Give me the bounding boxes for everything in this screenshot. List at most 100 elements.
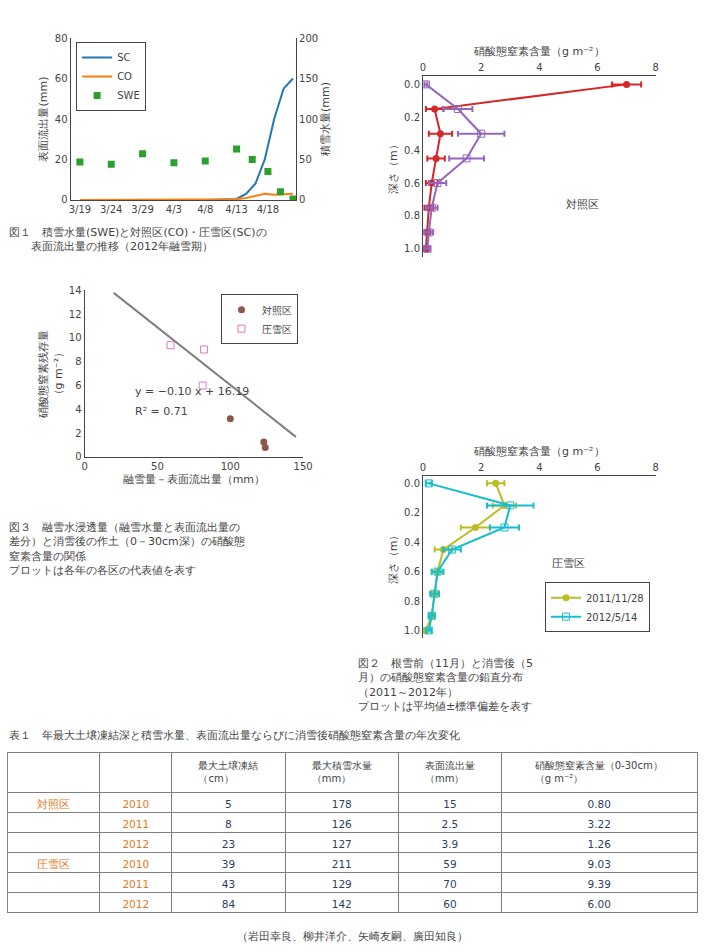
svg-text:最大土壌凍結（cm）: 最大土壌凍結（cm） xyxy=(198,760,258,784)
svg-text:0.2: 0.2 xyxy=(404,507,420,518)
svg-text:2010: 2010 xyxy=(122,798,149,810)
svg-text:0: 0 xyxy=(420,462,426,473)
svg-text:23: 23 xyxy=(222,838,235,850)
svg-text:20: 20 xyxy=(55,154,68,165)
svg-text:8: 8 xyxy=(652,462,658,473)
svg-text:2011: 2011 xyxy=(122,878,149,890)
svg-text:9.03: 9.03 xyxy=(588,858,611,870)
svg-text:0: 0 xyxy=(420,62,426,73)
svg-text:50: 50 xyxy=(151,461,164,472)
svg-text:図１ 積雪水量(SWE)と対照区(CO)・圧雪区(SC)の: 図１ 積雪水量(SWE)と対照区(CO)・圧雪区(SC)の 表面流出量の推移（2… xyxy=(9,226,267,253)
svg-text:150: 150 xyxy=(294,461,313,472)
svg-text:59: 59 xyxy=(443,858,456,870)
svg-text:129: 129 xyxy=(332,878,352,890)
svg-text:0.0: 0.0 xyxy=(404,478,420,489)
svg-text:3/19: 3/19 xyxy=(69,204,91,215)
svg-text:融雪量－表面流出量（mm）: 融雪量－表面流出量（mm） xyxy=(123,473,265,486)
svg-text:8: 8 xyxy=(225,818,232,830)
svg-text:図３ 融雪水浸透量（融雪水量と表面流出量の差分）と消雪後の作: 図３ 融雪水浸透量（融雪水量と表面流出量の差分）と消雪後の作土（0－30cm深）… xyxy=(9,521,245,577)
svg-text:2012/5/14: 2012/5/14 xyxy=(586,612,637,623)
svg-text:SC: SC xyxy=(117,52,130,63)
svg-text:3.22: 3.22 xyxy=(588,818,611,830)
svg-text:2010: 2010 xyxy=(122,858,149,870)
svg-text:3/29: 3/29 xyxy=(131,204,153,215)
svg-text:対照区: 対照区 xyxy=(37,798,70,810)
svg-text:4: 4 xyxy=(536,62,542,73)
svg-text:15: 15 xyxy=(443,798,456,810)
svg-text:4/3: 4/3 xyxy=(166,204,182,215)
svg-text:1.26: 1.26 xyxy=(588,838,612,850)
svg-text:3.9: 3.9 xyxy=(442,838,459,850)
svg-text:硝酸態窒素含量（g m⁻²）: 硝酸態窒素含量（g m⁻²） xyxy=(473,45,604,58)
svg-text:0.0: 0.0 xyxy=(404,79,420,90)
svg-text:2: 2 xyxy=(75,428,81,439)
svg-text:表１ 年最大土壌凍結深と積雪水量、表面流出量ならびに消雪後硝: 表１ 年最大土壌凍結深と積雪水量、表面流出量ならびに消雪後硝酸態窒素含量の年次変… xyxy=(9,729,460,742)
svg-text:0.6: 0.6 xyxy=(404,566,420,577)
svg-text:0.8: 0.8 xyxy=(404,596,420,607)
svg-text:43: 43 xyxy=(222,878,235,890)
svg-text:100: 100 xyxy=(221,461,240,472)
svg-text:126: 126 xyxy=(332,818,352,830)
svg-text:6: 6 xyxy=(75,380,81,391)
svg-text:14: 14 xyxy=(69,285,82,296)
svg-text:6: 6 xyxy=(594,62,600,73)
svg-text:最大積雪水量（mm）: 最大積雪水量（mm） xyxy=(312,760,372,784)
svg-text:R² = 0.71: R² = 0.71 xyxy=(135,405,188,418)
svg-text:9.39: 9.39 xyxy=(588,878,611,890)
svg-text:150: 150 xyxy=(299,73,318,84)
svg-text:圧雪区: 圧雪区 xyxy=(262,324,292,335)
svg-text:2: 2 xyxy=(478,462,484,473)
svg-text:0: 0 xyxy=(81,461,87,472)
svg-text:100: 100 xyxy=(299,114,318,125)
svg-text:10: 10 xyxy=(69,332,82,343)
svg-text:積雪水量(mm): 積雪水量(mm) xyxy=(319,82,332,156)
svg-text:4/18: 4/18 xyxy=(257,204,279,215)
svg-text:40: 40 xyxy=(55,114,68,125)
svg-text:39: 39 xyxy=(222,858,235,870)
svg-text:図２ 根雪前（11月）と消雪後（5月）の硝酸態窒素含量の鉛直: 図２ 根雪前（11月）と消雪後（5月）の硝酸態窒素含量の鉛直分布（2011～20… xyxy=(358,657,533,713)
svg-text:6: 6 xyxy=(594,462,600,473)
svg-text:80: 80 xyxy=(55,33,68,44)
svg-text:84: 84 xyxy=(222,898,236,910)
svg-text:2012: 2012 xyxy=(122,898,149,910)
svg-text:硝酸態窒素含量（0-30cm）（g m⁻²）: 硝酸態窒素含量（0-30cm）（g m⁻²） xyxy=(534,760,663,784)
svg-text:200: 200 xyxy=(299,33,318,44)
svg-text:深さ（m）: 深さ（m） xyxy=(387,139,400,194)
svg-text:1.0: 1.0 xyxy=(404,625,420,636)
svg-text:表面流出量(mm): 表面流出量(mm) xyxy=(37,76,50,161)
svg-text:6.00: 6.00 xyxy=(588,898,611,910)
svg-text:0: 0 xyxy=(75,451,81,462)
svg-text:178: 178 xyxy=(332,798,352,810)
svg-text:硝酸態窒素残存量（g m⁻²）: 硝酸態窒素残存量（g m⁻²） xyxy=(37,330,64,419)
svg-text:211: 211 xyxy=(332,858,352,870)
svg-text:60: 60 xyxy=(443,898,456,910)
svg-text:12: 12 xyxy=(69,309,82,320)
svg-text:表面流出量（mm）: 表面流出量（mm） xyxy=(425,760,475,784)
svg-text:対照区: 対照区 xyxy=(262,305,292,316)
svg-text:2011/11/28: 2011/11/28 xyxy=(586,593,644,604)
svg-text:対照区: 対照区 xyxy=(566,198,599,211)
svg-text:（岩田幸良、柳井洋介、矢崎友嗣、廣田知良）: （岩田幸良、柳井洋介、矢崎友嗣、廣田知良） xyxy=(237,930,468,943)
svg-text:0.6: 0.6 xyxy=(404,178,420,189)
svg-text:4/8: 4/8 xyxy=(197,204,213,215)
svg-text:SWE: SWE xyxy=(117,90,140,101)
svg-text:0.80: 0.80 xyxy=(588,798,611,810)
svg-text:2011: 2011 xyxy=(122,818,149,830)
svg-text:0.4: 0.4 xyxy=(404,145,420,156)
svg-text:y = −0.10 x + 16.19: y = −0.10 x + 16.19 xyxy=(135,385,249,398)
svg-text:CO: CO xyxy=(117,71,132,82)
svg-text:2: 2 xyxy=(478,62,484,73)
svg-text:圧雪区: 圧雪区 xyxy=(37,858,70,870)
svg-text:1.0: 1.0 xyxy=(404,243,420,254)
svg-text:0.8: 0.8 xyxy=(404,210,420,221)
svg-text:3/24: 3/24 xyxy=(100,204,122,215)
svg-text:0: 0 xyxy=(299,194,305,205)
svg-text:8: 8 xyxy=(75,356,81,367)
svg-text:142: 142 xyxy=(332,898,352,910)
svg-text:硝酸態窒素含量（g m⁻²）: 硝酸態窒素含量（g m⁻²） xyxy=(473,445,604,458)
svg-text:127: 127 xyxy=(332,838,352,850)
svg-text:4: 4 xyxy=(75,404,81,415)
svg-text:2.5: 2.5 xyxy=(442,818,459,830)
svg-text:0.2: 0.2 xyxy=(404,112,420,123)
svg-text:50: 50 xyxy=(299,154,312,165)
